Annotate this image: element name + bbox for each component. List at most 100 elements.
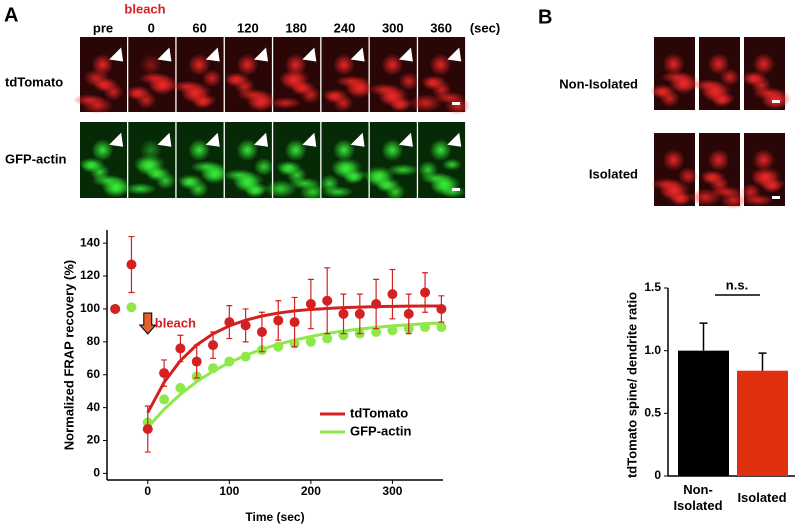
- time-label: 0: [148, 20, 155, 35]
- spine: [707, 53, 730, 76]
- y-tick-label: 120: [80, 268, 100, 282]
- micrograph: [269, 37, 321, 112]
- time-unit: (sec): [470, 20, 500, 35]
- micrograph-blob: [376, 85, 409, 104]
- data-point: [224, 317, 235, 328]
- spine: [236, 53, 259, 76]
- micrograph: [176, 122, 232, 198]
- arrowhead: [302, 132, 317, 147]
- micrograph-blob: [678, 167, 699, 186]
- micrograph-blob: [658, 180, 691, 199]
- micrograph: [125, 37, 180, 112]
- micrograph: [321, 37, 377, 112]
- data-point: [403, 308, 414, 319]
- data-point: [273, 341, 284, 352]
- spine: [284, 139, 307, 162]
- micrograph-blob: [740, 183, 761, 202]
- micrograph-blob: [417, 160, 438, 179]
- micrograph-blob: [147, 74, 180, 93]
- micrograph-blob: [264, 179, 297, 198]
- x-axis-label: Time (sec): [245, 510, 304, 524]
- x-tick-label: 300: [382, 484, 402, 498]
- arrowhead: [205, 132, 220, 147]
- micrograph-blob: [330, 157, 363, 176]
- data-point: [420, 287, 431, 298]
- x-tick-label: Isolated: [737, 490, 787, 505]
- arrowhead: [109, 132, 124, 147]
- micrograph: [367, 37, 419, 112]
- micrograph-blob: [81, 96, 114, 115]
- micrograph: [689, 133, 747, 210]
- arrowhead: [157, 132, 172, 147]
- micrograph-blob: [179, 82, 212, 101]
- micrograph-blob: [699, 81, 732, 100]
- spine: [333, 53, 356, 76]
- bleach-label: bleach: [124, 1, 165, 16]
- spine: [707, 149, 730, 172]
- spine: [188, 53, 211, 76]
- bleach-arrow: [138, 312, 157, 335]
- spine: [333, 139, 356, 162]
- legend-label: tdTomato: [350, 405, 408, 420]
- data-point: [208, 340, 219, 351]
- y-tick-label: 40: [87, 400, 101, 414]
- data-point: [305, 336, 316, 347]
- data-point: [208, 363, 219, 374]
- data-point: [371, 326, 382, 337]
- panel-label: A: [4, 4, 18, 26]
- arrowhead: [398, 47, 413, 62]
- micrograph-blob: [201, 69, 222, 88]
- arrowhead: [205, 47, 220, 62]
- micrograph-blob: [278, 69, 311, 88]
- y-tick-label: 0: [654, 468, 661, 482]
- data-point: [322, 295, 333, 306]
- micrograph-blob: [398, 72, 419, 91]
- spine: [91, 139, 114, 162]
- micrograph-blob: [78, 157, 105, 170]
- y-tick-label: 0: [93, 466, 100, 480]
- micrograph-blob: [223, 72, 250, 85]
- data-point: [289, 317, 300, 328]
- spine: [188, 139, 211, 162]
- micrograph-blob: [245, 91, 278, 109]
- y-axis-label: tdTomato spine/ dendrite ratio: [624, 292, 639, 478]
- spine: [236, 139, 259, 162]
- time-label: 300: [382, 20, 404, 35]
- arrowhead: [302, 47, 317, 62]
- micrograph-blob: [269, 97, 302, 109]
- y-tick-label: 1.5: [644, 280, 661, 294]
- micrograph-blob: [231, 171, 264, 190]
- spine: [381, 139, 404, 162]
- x-tick-label: Non-Isolated: [673, 482, 723, 513]
- y-tick-label: 20: [87, 433, 101, 447]
- time-label: 240: [334, 20, 356, 35]
- data-point: [191, 356, 202, 367]
- arrowhead: [350, 47, 365, 62]
- micrograph-blob: [125, 85, 152, 98]
- data-point: [240, 320, 251, 331]
- y-tick-label: 140: [80, 235, 100, 249]
- micrograph: [649, 37, 701, 110]
- spine: [752, 149, 775, 172]
- micrograph: [170, 37, 224, 112]
- micrograph: [264, 122, 326, 201]
- y-tick-label: 0.5: [644, 406, 661, 420]
- data-point: [110, 303, 121, 314]
- data-point: [371, 299, 382, 310]
- y-tick-label: 100: [80, 301, 100, 315]
- micrograph: [741, 37, 792, 111]
- micrograph-blob: [749, 167, 782, 186]
- time-label: 180: [285, 20, 307, 35]
- data-point: [159, 394, 170, 405]
- time-label: 120: [237, 20, 259, 35]
- micrograph: [363, 122, 420, 201]
- error-bar: [758, 352, 767, 371]
- micrograph: [650, 133, 699, 207]
- arrowhead: [398, 132, 413, 147]
- micrograph: [223, 37, 278, 112]
- data-point: [387, 325, 398, 336]
- micrograph-blob: [363, 166, 396, 185]
- arrowhead: [447, 132, 462, 147]
- data-point: [126, 302, 137, 313]
